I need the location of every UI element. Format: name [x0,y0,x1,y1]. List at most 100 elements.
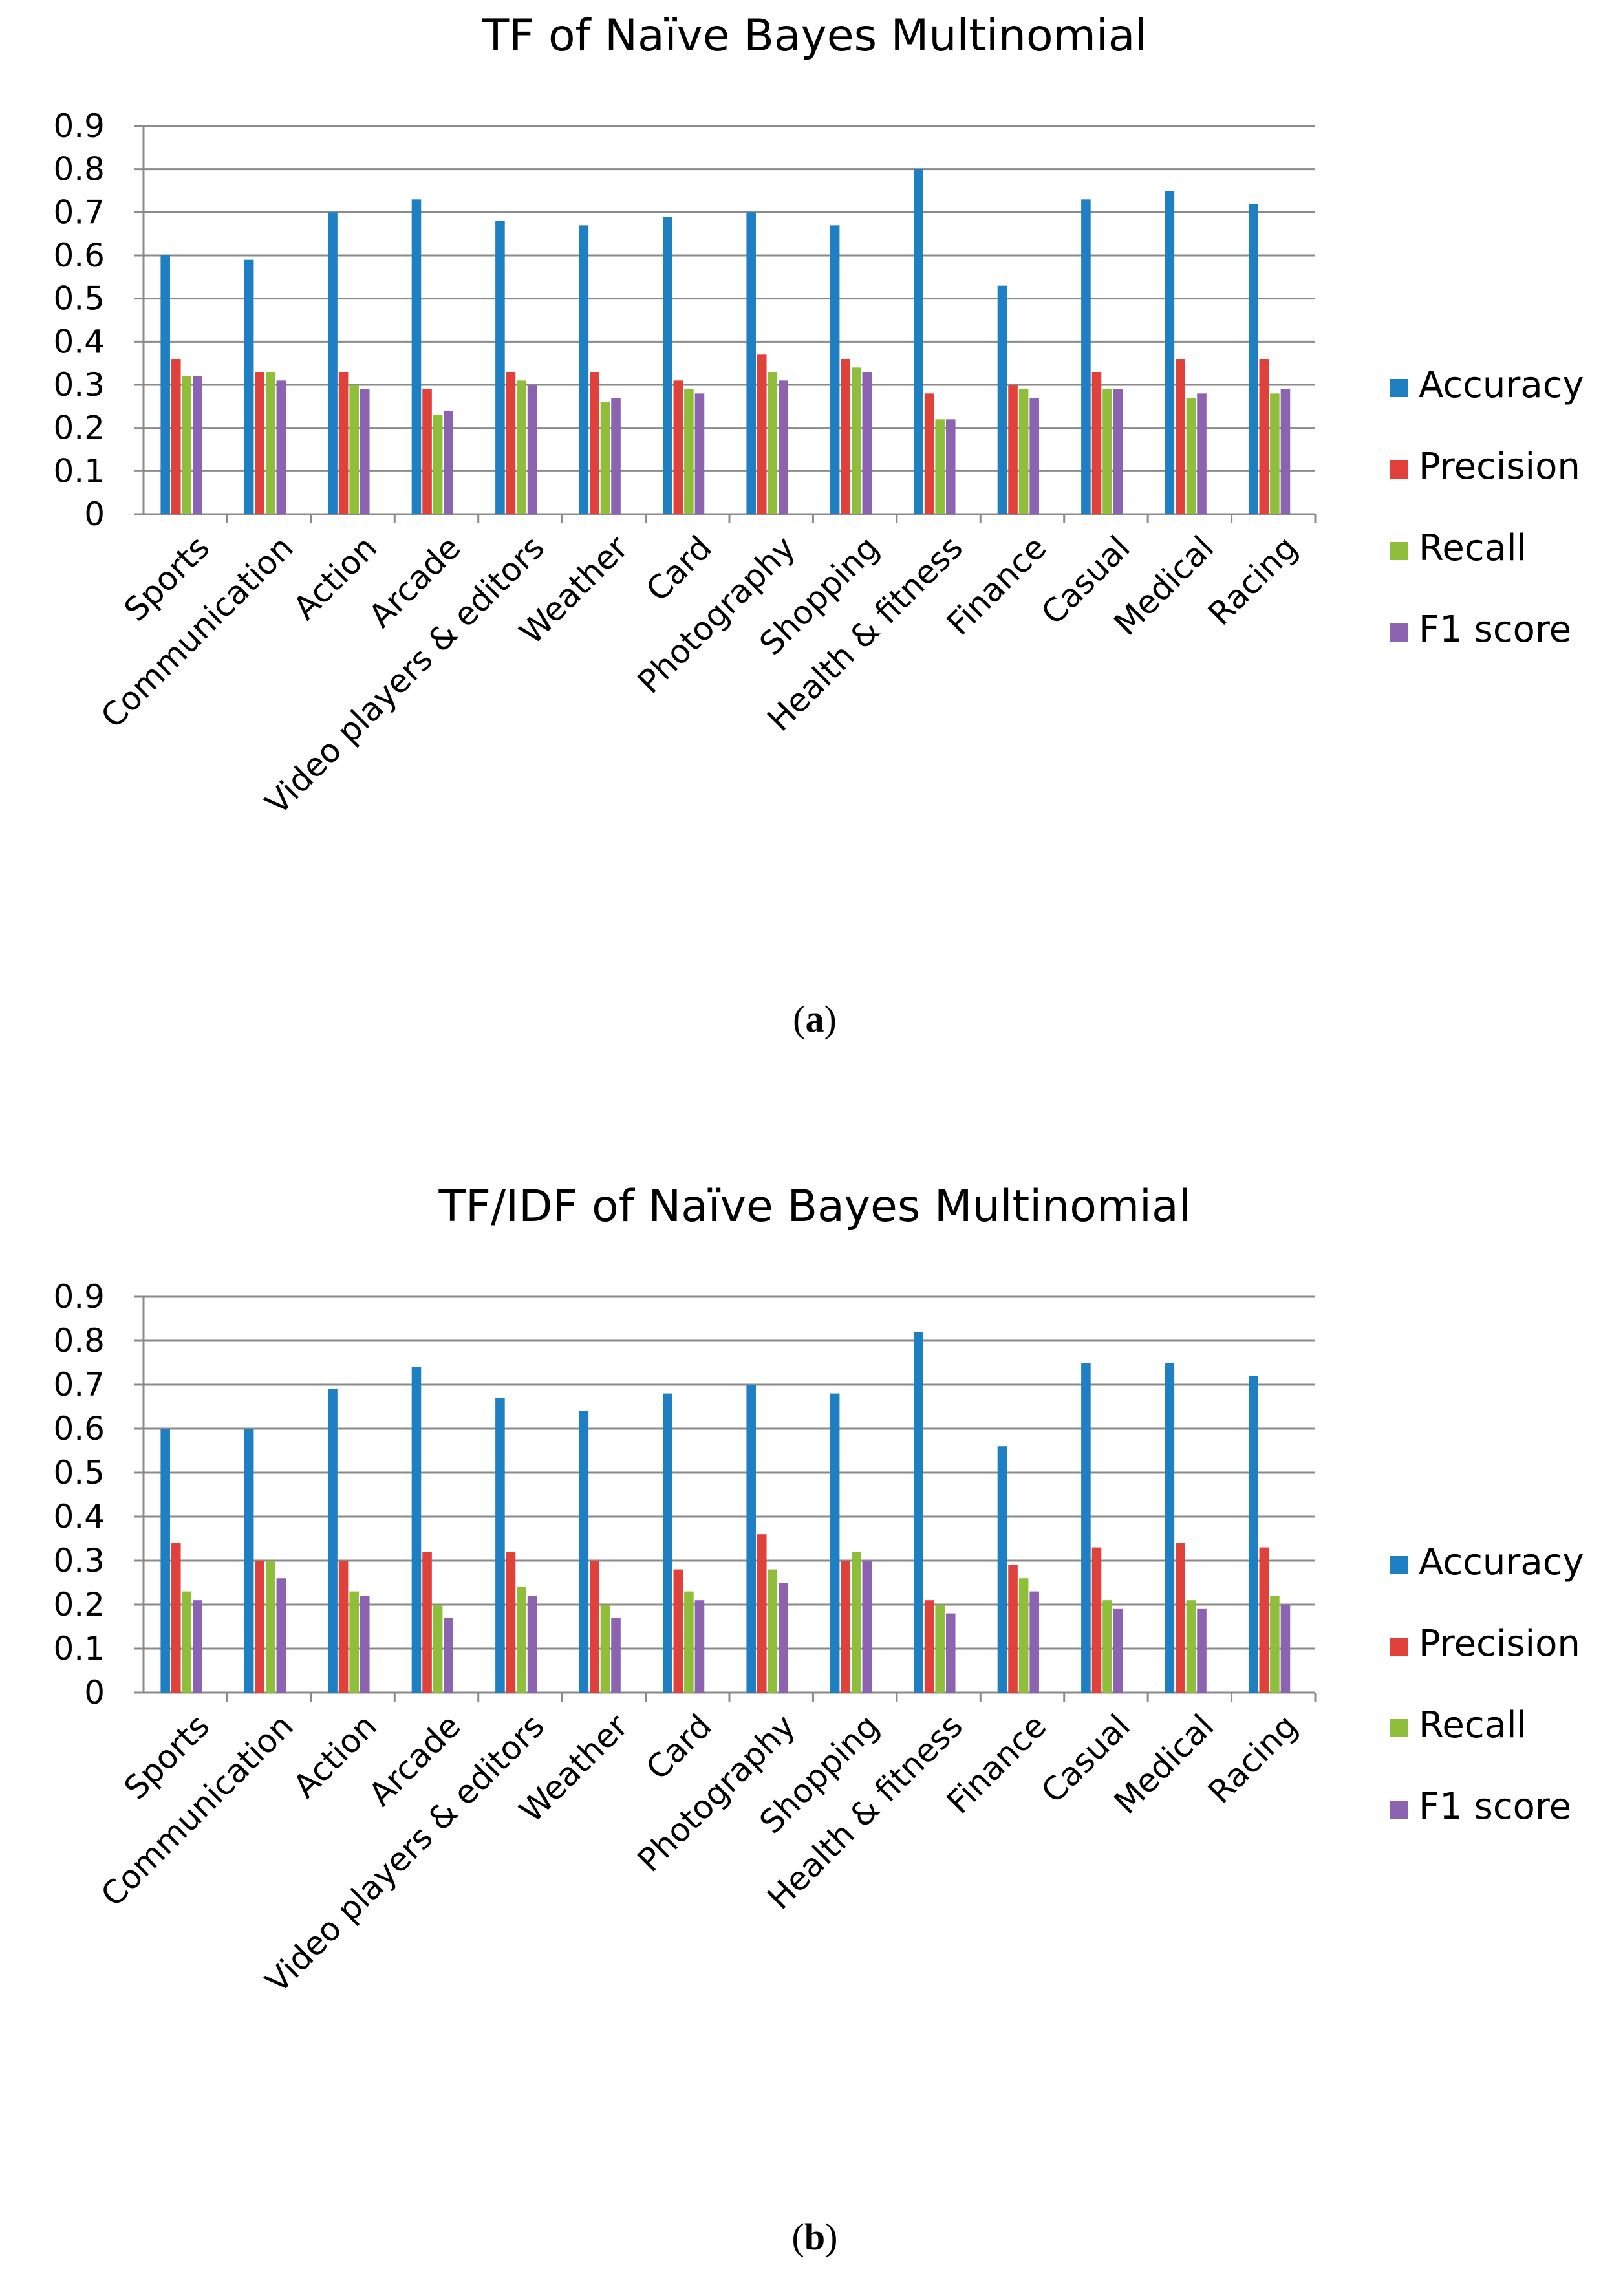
y-tick-label: 0.8 [53,1322,105,1359]
bar-recall [1270,393,1280,514]
bar-precision [1259,359,1269,514]
bar-accuracy [746,212,756,514]
figure-caption: (a) [793,998,837,1040]
bar-recall [182,376,192,514]
bar-f1-score [694,393,705,514]
bar-precision [171,1543,181,1693]
bar-f1-score [779,1583,788,1693]
legend-label: Precision [1419,1623,1580,1665]
y-tick-label: 0.2 [53,1586,105,1623]
bar-f1-score [1113,389,1123,514]
bar-precision [590,1561,599,1693]
bar-precision [506,372,516,514]
y-tick-label: 0 [84,495,105,533]
bar-recall [1102,1600,1112,1693]
bar-recall [433,1605,443,1693]
bar-accuracy [411,199,422,514]
bar-precision [1008,385,1018,514]
bar-precision [338,372,349,514]
bar-recall [1270,1596,1280,1693]
x-tick-label: Racing [1201,1707,1305,1811]
bar-accuracy [662,217,672,514]
chart-a: TF of Naïve Bayes Multinomial 0 0.1 0.2 0.3 0… [53,10,1584,1040]
chart-title: TF/IDF of Naïve Bayes Multinomial [438,1181,1190,1232]
bar-f1-score [1280,1605,1291,1693]
bar-accuracy [830,1393,840,1693]
legend-swatch-accuracy [1390,1556,1408,1574]
y-tick-label: 0.3 [53,366,105,404]
bar-recall [1018,1578,1029,1693]
y-tick-label: 0.3 [53,1542,105,1579]
y-tick-label: 0.7 [53,1366,105,1403]
bar-accuracy [244,1429,254,1693]
bar-precision [1259,1547,1269,1693]
bar-recall [349,385,359,514]
legend-swatch-accuracy [1390,379,1408,397]
bar-recall [768,372,778,514]
chart-b: TF/IDF of Naïve Bayes Multinomial 0 0.1 0.2… [53,1181,1584,2258]
bar-accuracy [1165,1363,1175,1693]
bar-f1-score [611,398,621,514]
bar-accuracy [328,212,338,514]
bar-precision [422,1552,432,1693]
bar-recall [600,1605,610,1693]
figure-caption: (b) [792,2216,838,2258]
bar-recall [433,415,443,514]
bar-precision [506,1552,516,1693]
y-tick-label: 0.9 [53,107,105,145]
legend-label: F1 score [1419,1786,1571,1828]
y-tick-label: 0.5 [53,280,105,318]
bar-recall [935,1605,945,1693]
bar-accuracy [495,1398,505,1693]
bar-f1-score [1029,398,1039,514]
y-tick-label: 0.4 [53,323,105,360]
bar-accuracy [579,1411,589,1693]
bar-precision [757,1534,767,1693]
bar-accuracy [1165,191,1175,514]
y-tick-label: 0.5 [53,1454,105,1491]
bar-f1-score [945,419,956,514]
bar-accuracy [1081,199,1091,514]
legend-label: Recall [1419,1704,1527,1746]
bar-accuracy [1081,1363,1091,1693]
legend-swatch-recall [1390,542,1408,560]
x-tick-label: Racing [1201,528,1305,633]
legend-swatch-f1-score [1390,623,1408,642]
y-tick-label: 0.2 [53,409,105,447]
legend-label: F1 score [1419,609,1571,651]
bar-precision [422,389,432,514]
bar-recall [851,1552,861,1693]
bar-accuracy [244,259,254,514]
bar-accuracy [495,221,505,514]
bar-accuracy [746,1385,756,1693]
bar-recall [1186,398,1196,514]
bar-recall [349,1591,359,1693]
bar-f1-score [694,1600,705,1693]
y-tick-label: 0.1 [53,1630,105,1667]
bar-precision [171,359,181,514]
bar-accuracy [160,255,170,514]
bar-precision [338,1561,349,1693]
bar-f1-score [1029,1591,1039,1693]
bar-accuracy [328,1389,338,1693]
y-tick-label: 0.1 [53,452,105,490]
bar-f1-score [193,376,202,514]
bar-recall [684,1591,694,1693]
bar-accuracy [662,1393,672,1693]
bar-recall [517,1587,526,1693]
bar-accuracy [1248,204,1258,514]
bar-f1-score [862,372,872,514]
y-tick-label: 0.7 [53,193,105,231]
x-tick-label: Card [639,528,719,609]
bar-f1-score [611,1618,621,1693]
bar-accuracy [914,1332,923,1693]
x-tick-label: Card [639,1707,719,1787]
y-tick-label: 0.9 [53,1278,105,1316]
y-tick-label: 0 [84,1674,105,1711]
bar-f1-score [276,1578,286,1693]
bar-precision [673,1569,683,1693]
bar-f1-score [360,389,370,514]
bar-precision [590,372,599,514]
bar-accuracy [997,285,1007,514]
caption-letter: a [806,998,824,1040]
